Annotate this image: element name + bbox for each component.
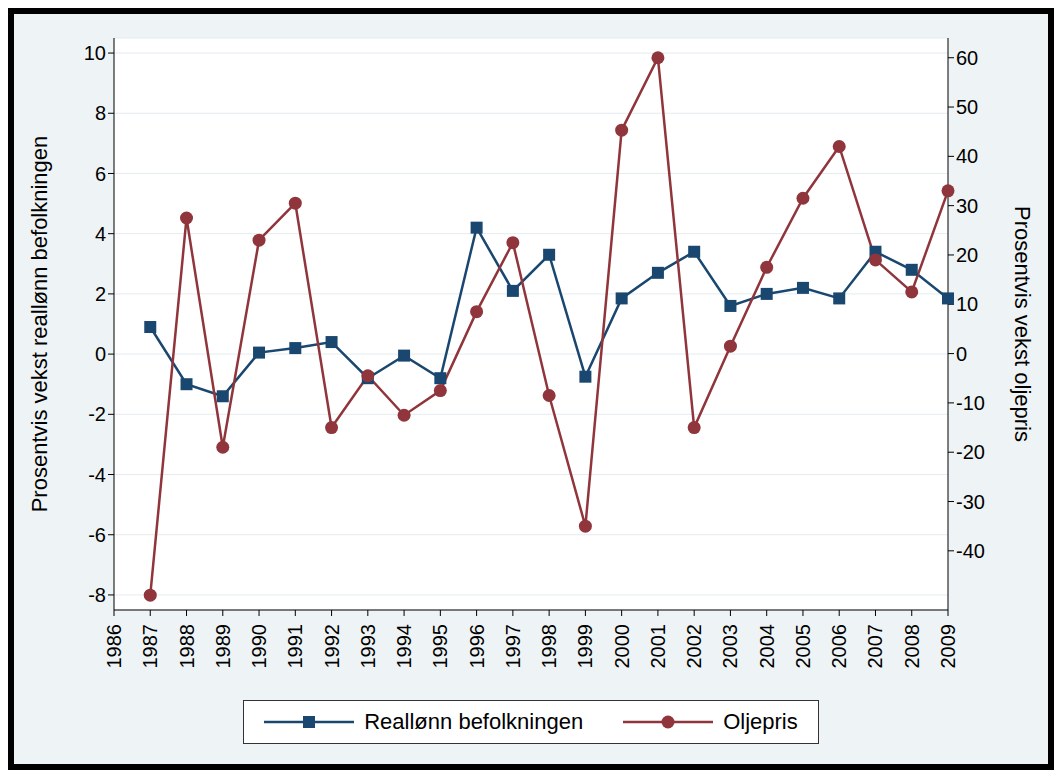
- svg-text:2005: 2005: [792, 624, 814, 669]
- svg-text:2006: 2006: [828, 624, 850, 669]
- svg-text:2000: 2000: [611, 624, 633, 669]
- svg-text:1993: 1993: [357, 624, 379, 669]
- svg-text:2001: 2001: [647, 624, 669, 669]
- svg-text:1996: 1996: [466, 624, 488, 669]
- svg-text:0: 0: [95, 343, 106, 365]
- svg-text:-20: -20: [956, 441, 985, 463]
- svg-text:Prosentvis vekst reallønn befo: Prosentvis vekst reallønn befolkningen: [27, 136, 52, 513]
- svg-text:1988: 1988: [176, 624, 198, 669]
- svg-text:1987: 1987: [139, 624, 161, 669]
- svg-text:20: 20: [956, 244, 978, 266]
- svg-text:30: 30: [956, 195, 978, 217]
- svg-text:1995: 1995: [429, 624, 451, 669]
- svg-text:-2: -2: [88, 403, 106, 425]
- svg-text:1992: 1992: [321, 624, 343, 669]
- svg-text:50: 50: [956, 96, 978, 118]
- svg-text:1999: 1999: [574, 624, 596, 669]
- svg-text:2009: 2009: [937, 624, 959, 669]
- svg-text:6: 6: [95, 163, 106, 185]
- svg-text:-8: -8: [88, 584, 106, 606]
- svg-text:2008: 2008: [901, 624, 923, 669]
- svg-text:4: 4: [95, 223, 106, 245]
- svg-text:1986: 1986: [103, 624, 125, 669]
- svg-text:1998: 1998: [538, 624, 560, 669]
- svg-text:Prosentvis vekst oljepris: Prosentvis vekst oljepris: [1010, 206, 1035, 442]
- svg-text:2007: 2007: [864, 624, 886, 669]
- svg-text:-40: -40: [956, 540, 985, 562]
- svg-text:-6: -6: [88, 524, 106, 546]
- svg-text:2002: 2002: [683, 624, 705, 669]
- svg-text:1989: 1989: [212, 624, 234, 669]
- svg-text:1990: 1990: [248, 624, 270, 669]
- svg-text:2: 2: [95, 283, 106, 305]
- html-text:Oljepris: Oljepris: [723, 709, 798, 734]
- svg-text:-10: -10: [956, 392, 985, 414]
- svg-text:10: 10: [956, 293, 978, 315]
- svg-text:1994: 1994: [393, 624, 415, 669]
- svg-text:-30: -30: [956, 491, 985, 513]
- svg-text:10: 10: [84, 42, 106, 64]
- svg-text:1991: 1991: [284, 624, 306, 669]
- svg-text:60: 60: [956, 47, 978, 69]
- svg-text:8: 8: [95, 102, 106, 124]
- svg-text:-4: -4: [88, 464, 106, 486]
- html-text:Reallønn befolkningen: Reallønn befolkningen: [364, 709, 584, 734]
- svg-text:0: 0: [956, 343, 967, 365]
- svg-text:2004: 2004: [756, 624, 778, 669]
- svg-text:40: 40: [956, 145, 978, 167]
- svg-text:1997: 1997: [502, 624, 524, 669]
- svg-text:2003: 2003: [719, 624, 741, 669]
